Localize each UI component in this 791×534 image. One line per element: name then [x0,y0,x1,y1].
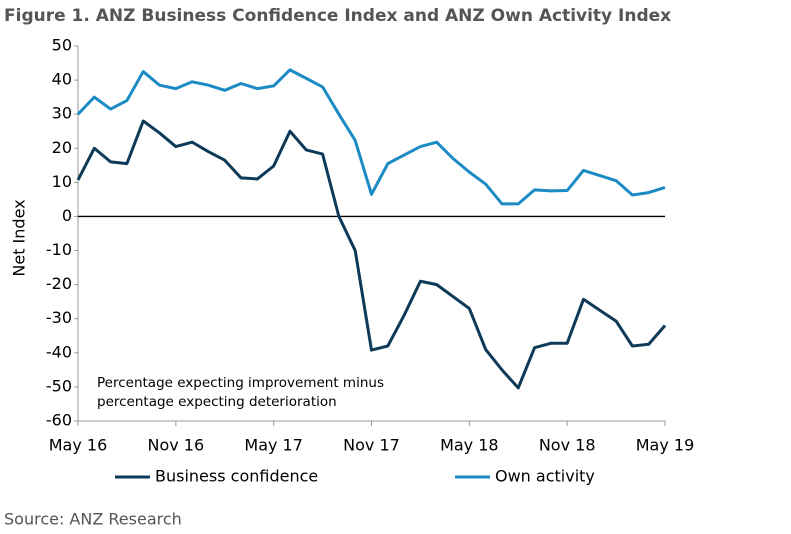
x-tick-label: Nov 18 [539,436,596,455]
y-tick-label: 20 [52,138,72,157]
line-series [76,68,666,206]
legend-label: Own activity [495,467,595,486]
x-tick-label: May 16 [49,436,108,455]
y-tick-label: 30 [52,104,72,123]
x-tick-label: May 18 [440,436,499,455]
y-tick-label: -30 [46,308,72,327]
y-tick-label: -40 [46,342,72,361]
source: Source: ANZ Research [4,510,182,529]
y-tick-label: 0 [62,206,72,225]
y-tick-label: 50 [52,36,72,55]
x-tick-label: Nov 16 [147,436,204,455]
y-tick-label: -60 [46,411,72,430]
x-tick-label: Nov 17 [343,436,400,455]
y-tick-label: 10 [52,172,72,191]
y-axis-label: Net Index [10,199,29,276]
line-series [76,119,667,390]
annotation: Percentage expecting improvement minus [97,375,384,391]
legend-label: Business confidence [155,467,318,486]
y-tick-label: -10 [46,240,72,259]
y-tick-label: -50 [46,376,72,395]
chart-title: Figure 1. ANZ Business Confidence Index … [4,6,671,26]
y-tick-label: 40 [52,70,72,89]
x-tick-label: May 19 [636,436,695,455]
annotation: percentage expecting deterioration [97,394,337,410]
y-tick-label: -20 [46,274,72,293]
x-tick-label: May 17 [244,436,303,455]
